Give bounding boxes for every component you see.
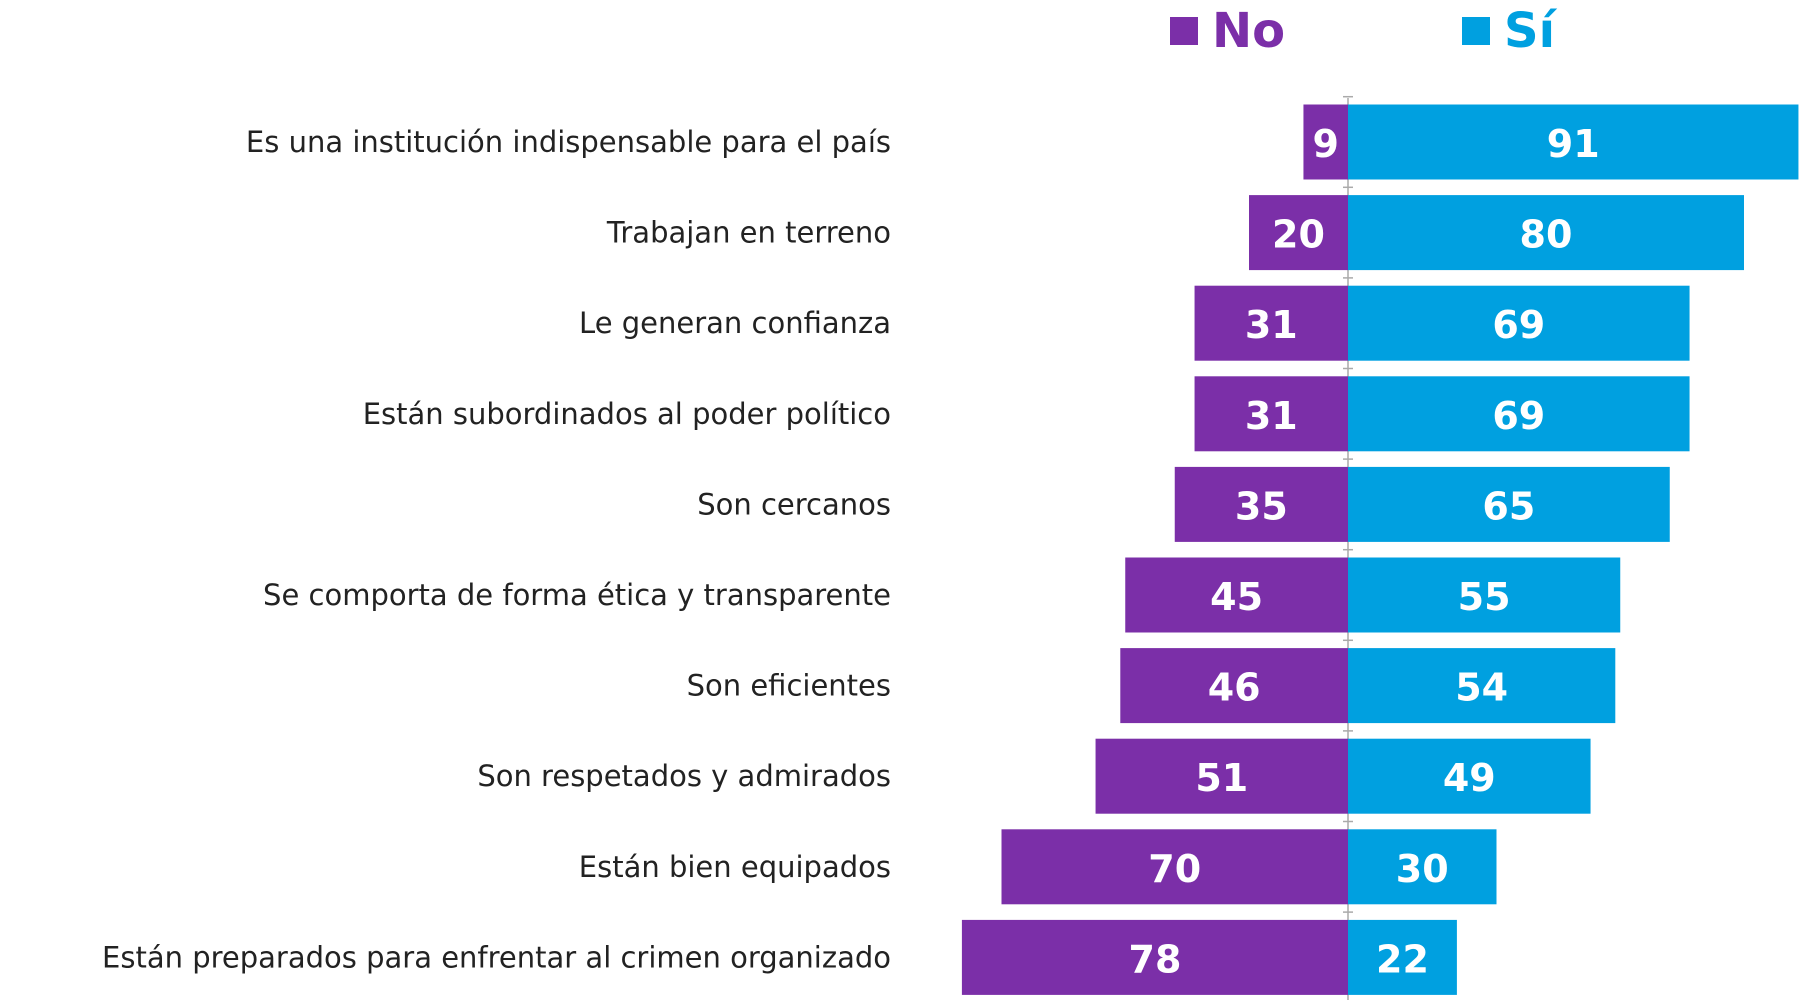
bar <box>1348 648 1616 724</box>
value-label: 22 <box>1376 937 1429 981</box>
bar <box>1194 376 1348 452</box>
bar <box>1348 195 1744 271</box>
bar <box>1348 285 1690 361</box>
value-label: 51 <box>1195 756 1248 800</box>
value-label: 31 <box>1245 394 1298 438</box>
bar <box>1348 104 1799 180</box>
category-label: Son respetados y admirados <box>477 759 891 793</box>
value-label: 31 <box>1245 303 1298 347</box>
value-label: 46 <box>1208 666 1261 710</box>
bar <box>1303 104 1348 180</box>
bar <box>1120 648 1348 724</box>
bar <box>1348 738 1591 814</box>
category-label: Trabajan en terreno <box>606 216 891 250</box>
category-label: Le generan confianza <box>579 306 891 340</box>
value-label: 69 <box>1492 394 1545 438</box>
legend-label: No <box>1212 3 1285 59</box>
legend-label: Sí <box>1504 3 1558 59</box>
category-label: Son eficientes <box>687 669 891 703</box>
bar <box>1125 557 1348 633</box>
bar <box>1249 195 1348 271</box>
bar <box>1095 738 1348 814</box>
legend-swatch <box>1170 17 1198 45</box>
category-label: Están subordinados al poder político <box>363 397 891 431</box>
bar <box>961 919 1348 995</box>
value-label: 49 <box>1443 756 1496 800</box>
value-label: 80 <box>1520 213 1573 257</box>
bar <box>1348 919 1457 995</box>
category-label: Se comporta de forma ética y transparent… <box>263 578 891 612</box>
value-label: 69 <box>1492 303 1545 347</box>
category-label: Están preparados para enfrentar al crime… <box>102 940 891 974</box>
bar <box>1348 557 1621 633</box>
bar <box>1194 285 1348 361</box>
bar <box>1174 466 1348 542</box>
value-label: 35 <box>1235 484 1288 528</box>
category-label: Están bien equipados <box>579 850 891 884</box>
value-label: 55 <box>1458 575 1511 619</box>
bar <box>1348 829 1497 905</box>
legend-swatch <box>1462 17 1490 45</box>
value-label: 30 <box>1396 847 1449 891</box>
value-label: 45 <box>1210 575 1263 619</box>
value-label: 54 <box>1455 666 1508 710</box>
value-label: 91 <box>1547 122 1600 166</box>
value-label: 9 <box>1312 122 1338 166</box>
value-label: 65 <box>1482 484 1535 528</box>
value-label: 20 <box>1272 213 1325 257</box>
value-label: 70 <box>1148 847 1201 891</box>
value-label: 78 <box>1129 937 1182 981</box>
category-label: Son cercanos <box>697 487 891 521</box>
bar <box>1348 376 1690 452</box>
category-label: Es una institución indispensable para el… <box>246 125 891 159</box>
bar <box>1348 466 1670 542</box>
bar <box>1001 829 1348 905</box>
